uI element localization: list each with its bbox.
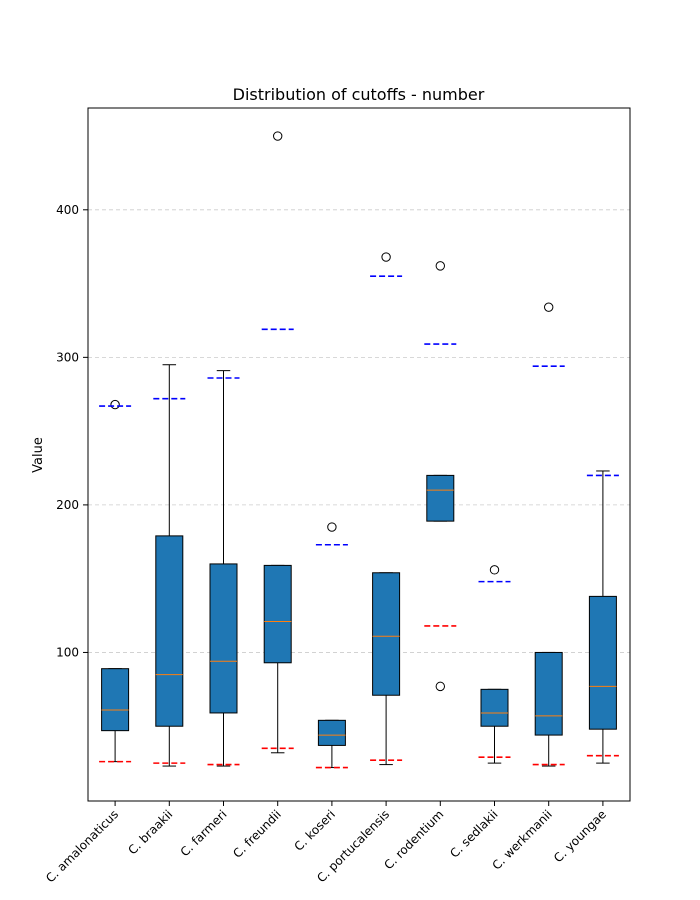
x-tick-label: C. youngae [551,807,609,865]
box-group [315,522,348,769]
x-tick-label: C. amalonaticus [43,807,121,885]
x-tick-label: C. freundii [230,807,284,861]
iqr-box [263,564,292,664]
iqr-box [155,535,184,727]
iqr-box [534,651,563,736]
iqr-box [209,563,238,714]
plot-frame [87,107,631,802]
box-group [424,261,457,692]
box-group [586,470,619,764]
outlier-point [327,522,337,532]
y-tick-label: 400 [56,203,79,217]
y-tick-label: 100 [56,645,79,659]
outlier-point [110,399,120,410]
y-axis: 100 200 300 400 [56,203,88,659]
box-group [99,399,132,763]
boxes-layer [99,131,619,769]
outlier-point [273,131,283,141]
outlier-point [435,261,445,271]
outlier-point [435,681,445,692]
chart-title: Distribution of cutoffs - number [233,85,485,104]
box-group [532,302,565,767]
x-axis: C. amalonaticus C. braakii C. farmeri C. fr… [43,801,609,885]
iqr-box [372,572,401,696]
iqr-box [480,688,509,727]
outlier-point [489,565,500,575]
x-tick-label: C. koseri [292,807,339,854]
iqr-box [588,595,617,730]
outlier-point [544,302,554,312]
y-tick-label: 200 [56,498,79,512]
iqr-box [101,668,130,732]
box-group [478,565,511,764]
outlier-point [381,252,391,262]
x-tick-label: C. braakii [125,807,175,857]
box-group [207,370,240,767]
iqr-box [317,719,346,746]
x-tick-label: C. sedlakii [447,807,500,860]
box-group [370,252,403,766]
iqr-box [426,474,455,522]
x-tick-label: C. farmeri [178,807,230,859]
y-tick-label: 300 [56,350,79,364]
box-group [261,131,294,754]
y-axis-label: Value [31,437,46,473]
box-group [153,364,186,767]
